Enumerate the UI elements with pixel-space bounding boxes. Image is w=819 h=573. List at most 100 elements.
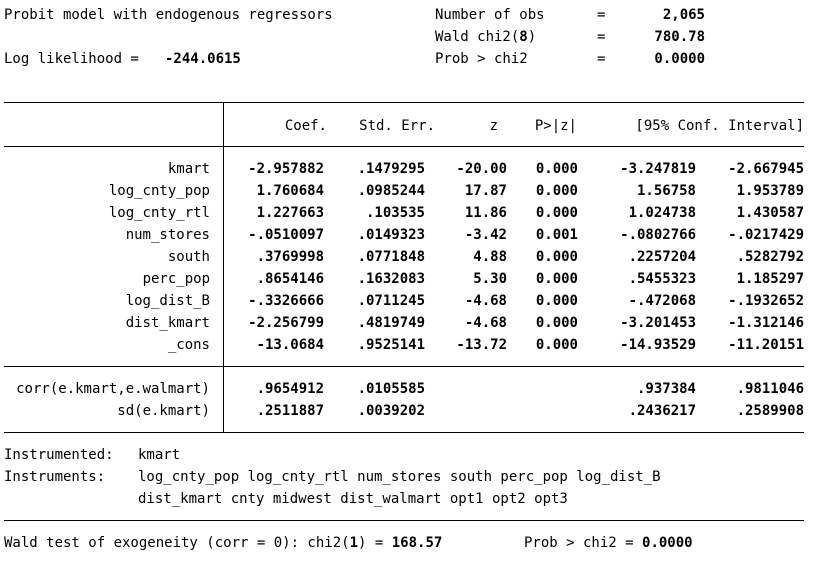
cell-p: 0.000 bbox=[535, 293, 578, 309]
cell-se: .0985244 bbox=[357, 183, 425, 199]
row-label: _cons bbox=[167, 337, 210, 353]
table-top-rule bbox=[4, 102, 804, 103]
cell-p: 0.001 bbox=[535, 227, 578, 243]
wald-exogeneity-test: Wald test of exogeneity (corr = 0): chi2… bbox=[4, 535, 443, 551]
cell-hi: -.1932652 bbox=[728, 293, 804, 309]
row-label: log_cnty_rtl bbox=[108, 205, 210, 221]
cell-p: 0.000 bbox=[535, 205, 578, 221]
row-label: corr(e.kmart,e.walmart) bbox=[16, 381, 210, 397]
cell-hi: .2589908 bbox=[736, 403, 804, 419]
cell-coef: .2511887 bbox=[256, 403, 324, 419]
cell-z: -13.72 bbox=[456, 337, 507, 353]
cell-p: 0.000 bbox=[535, 315, 578, 331]
log-likelihood-label: Log likelihood = bbox=[4, 51, 139, 67]
table-aux-rule bbox=[4, 366, 804, 367]
nobs-label: Number of obs bbox=[435, 7, 545, 23]
cell-z: -4.68 bbox=[464, 293, 507, 309]
cell-coef: 1.760684 bbox=[256, 183, 324, 199]
table-bottom-rule bbox=[4, 432, 804, 433]
wald-chi2-label: Wald chi2(8) bbox=[435, 29, 537, 45]
cell-hi: .5282792 bbox=[736, 249, 804, 265]
cell-se: .1632083 bbox=[357, 271, 425, 287]
cell-z: 4.88 bbox=[473, 249, 507, 265]
row-label: south bbox=[167, 249, 210, 265]
cell-coef: .3769998 bbox=[256, 249, 324, 265]
cell-lo: -.0802766 bbox=[620, 227, 696, 243]
cell-z: -20.00 bbox=[456, 161, 507, 177]
instrumented-value: kmart bbox=[138, 447, 181, 463]
cell-p: 0.000 bbox=[535, 271, 578, 287]
cell-z: -3.42 bbox=[464, 227, 507, 243]
cell-lo: .2436217 bbox=[628, 403, 696, 419]
row-label: perc_pop bbox=[142, 271, 210, 287]
cell-coef: .8654146 bbox=[256, 271, 324, 287]
cell-hi: 1.185297 bbox=[736, 271, 804, 287]
col-header-coef: Coef. bbox=[284, 118, 327, 134]
table-divider bbox=[223, 102, 224, 432]
cell-hi: -1.312146 bbox=[728, 315, 804, 331]
model-title: Probit model with endogenous regressors bbox=[4, 7, 333, 23]
cell-se: .0039202 bbox=[357, 403, 425, 419]
footer-rule bbox=[4, 520, 804, 521]
instruments-label: Instruments: bbox=[4, 469, 106, 485]
cell-se: .0149323 bbox=[357, 227, 425, 243]
col-header-p: P>|z| bbox=[534, 118, 577, 134]
col-header-ci: [95% Conf. Interval] bbox=[635, 118, 804, 134]
instrumented-label: Instrumented: bbox=[4, 447, 114, 463]
cell-hi: -.0217429 bbox=[728, 227, 804, 243]
cell-coef: -2.256799 bbox=[248, 315, 324, 331]
cell-hi: -2.667945 bbox=[728, 161, 804, 177]
cell-se: .103535 bbox=[365, 205, 425, 221]
cell-lo: 1.024738 bbox=[628, 205, 696, 221]
row-label: num_stores bbox=[125, 227, 210, 243]
cell-lo: .937384 bbox=[636, 381, 696, 397]
cell-se: .0771848 bbox=[357, 249, 425, 265]
row-label: log_cnty_pop bbox=[108, 183, 210, 199]
cell-lo: -.472068 bbox=[628, 293, 696, 309]
instruments-line-2: dist_kmart cnty midwest dist_walmart opt… bbox=[138, 491, 568, 507]
row-label: log_dist_B bbox=[125, 293, 210, 309]
col-header-se: Std. Err. bbox=[359, 118, 435, 134]
cell-coef: 1.227663 bbox=[256, 205, 324, 221]
wald-chi2-eq: = bbox=[597, 29, 606, 45]
cell-lo: 1.56758 bbox=[636, 183, 696, 199]
cell-hi: 1.953789 bbox=[736, 183, 804, 199]
cell-se: .4819749 bbox=[357, 315, 425, 331]
row-label: dist_kmart bbox=[125, 315, 210, 331]
cell-z: 11.86 bbox=[464, 205, 507, 221]
col-header-z: z bbox=[489, 118, 498, 134]
cell-lo: -14.93529 bbox=[620, 337, 696, 353]
cell-coef: -2.957882 bbox=[248, 161, 324, 177]
instruments-line-1: log_cnty_pop log_cnty_rtl num_stores sou… bbox=[138, 469, 661, 485]
cell-lo: -3.201453 bbox=[620, 315, 696, 331]
cell-hi: 1.430587 bbox=[736, 205, 804, 221]
cell-coef: -13.0684 bbox=[256, 337, 324, 353]
cell-coef: .9654912 bbox=[256, 381, 324, 397]
cell-se: .1479295 bbox=[357, 161, 425, 177]
cell-se: .0105585 bbox=[357, 381, 425, 397]
cell-p: 0.000 bbox=[535, 161, 578, 177]
cell-p: 0.000 bbox=[535, 183, 578, 199]
cell-z: -4.68 bbox=[464, 315, 507, 331]
prob-chi2-label: Prob > chi2 bbox=[435, 51, 528, 67]
cell-p: 0.000 bbox=[535, 249, 578, 265]
cell-p: 0.000 bbox=[535, 337, 578, 353]
row-label: kmart bbox=[167, 161, 210, 177]
cell-lo: -3.247819 bbox=[620, 161, 696, 177]
nobs-value: 2,065 bbox=[662, 7, 705, 23]
cell-lo: .2257204 bbox=[628, 249, 696, 265]
cell-coef: -.3326666 bbox=[248, 293, 324, 309]
cell-lo: .5455323 bbox=[628, 271, 696, 287]
prob-chi2-eq: = bbox=[597, 51, 606, 67]
cell-z: 5.30 bbox=[473, 271, 507, 287]
log-likelihood-value: -244.0615 bbox=[165, 51, 241, 67]
cell-z: 17.87 bbox=[464, 183, 507, 199]
cell-hi: .9811046 bbox=[736, 381, 804, 397]
nobs-eq: = bbox=[597, 7, 606, 23]
cell-coef: -.0510097 bbox=[248, 227, 324, 243]
cell-hi: -11.20151 bbox=[728, 337, 804, 353]
wald-chi2-value: 780.78 bbox=[654, 29, 705, 45]
prob-chi2-value: 0.0000 bbox=[654, 51, 705, 67]
cell-se: .9525141 bbox=[357, 337, 425, 353]
row-label: sd(e.kmart) bbox=[117, 403, 210, 419]
